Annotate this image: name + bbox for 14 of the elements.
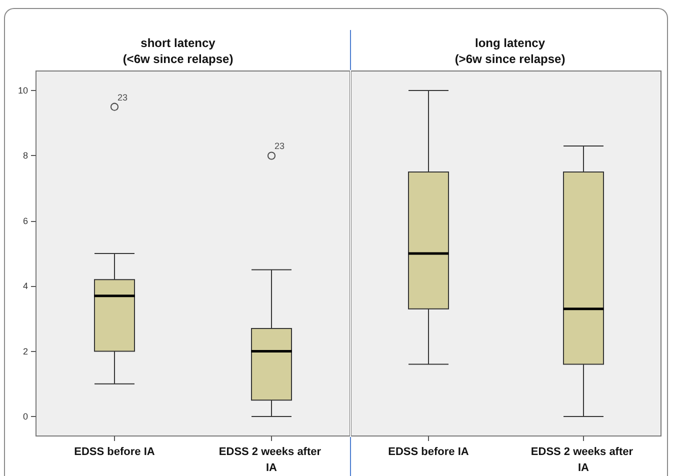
- x-tick-label: EDSS 2 weeks after IA: [530, 446, 636, 474]
- annotation: 23: [118, 92, 128, 102]
- y-tick-label: 6: [22, 216, 28, 226]
- y-tick-label: 8: [22, 150, 28, 161]
- y-tick-label: 2: [22, 346, 28, 356]
- x-tick-label: EDSS 2 weeks after IA: [218, 446, 324, 474]
- annotation: 23: [274, 141, 285, 152]
- y-tick-label: 0: [22, 411, 28, 422]
- y-tick-label: 10: [18, 86, 28, 96]
- y-tick-label: 4: [22, 281, 28, 292]
- chart-title: short latency (<6w since relapse): [122, 36, 234, 66]
- x-tick-label: EDSS before IA: [74, 446, 155, 458]
- chart-title: long latency (>6w since relapse): [454, 36, 566, 66]
- x-tick-label: EDSS before IA: [388, 446, 469, 458]
